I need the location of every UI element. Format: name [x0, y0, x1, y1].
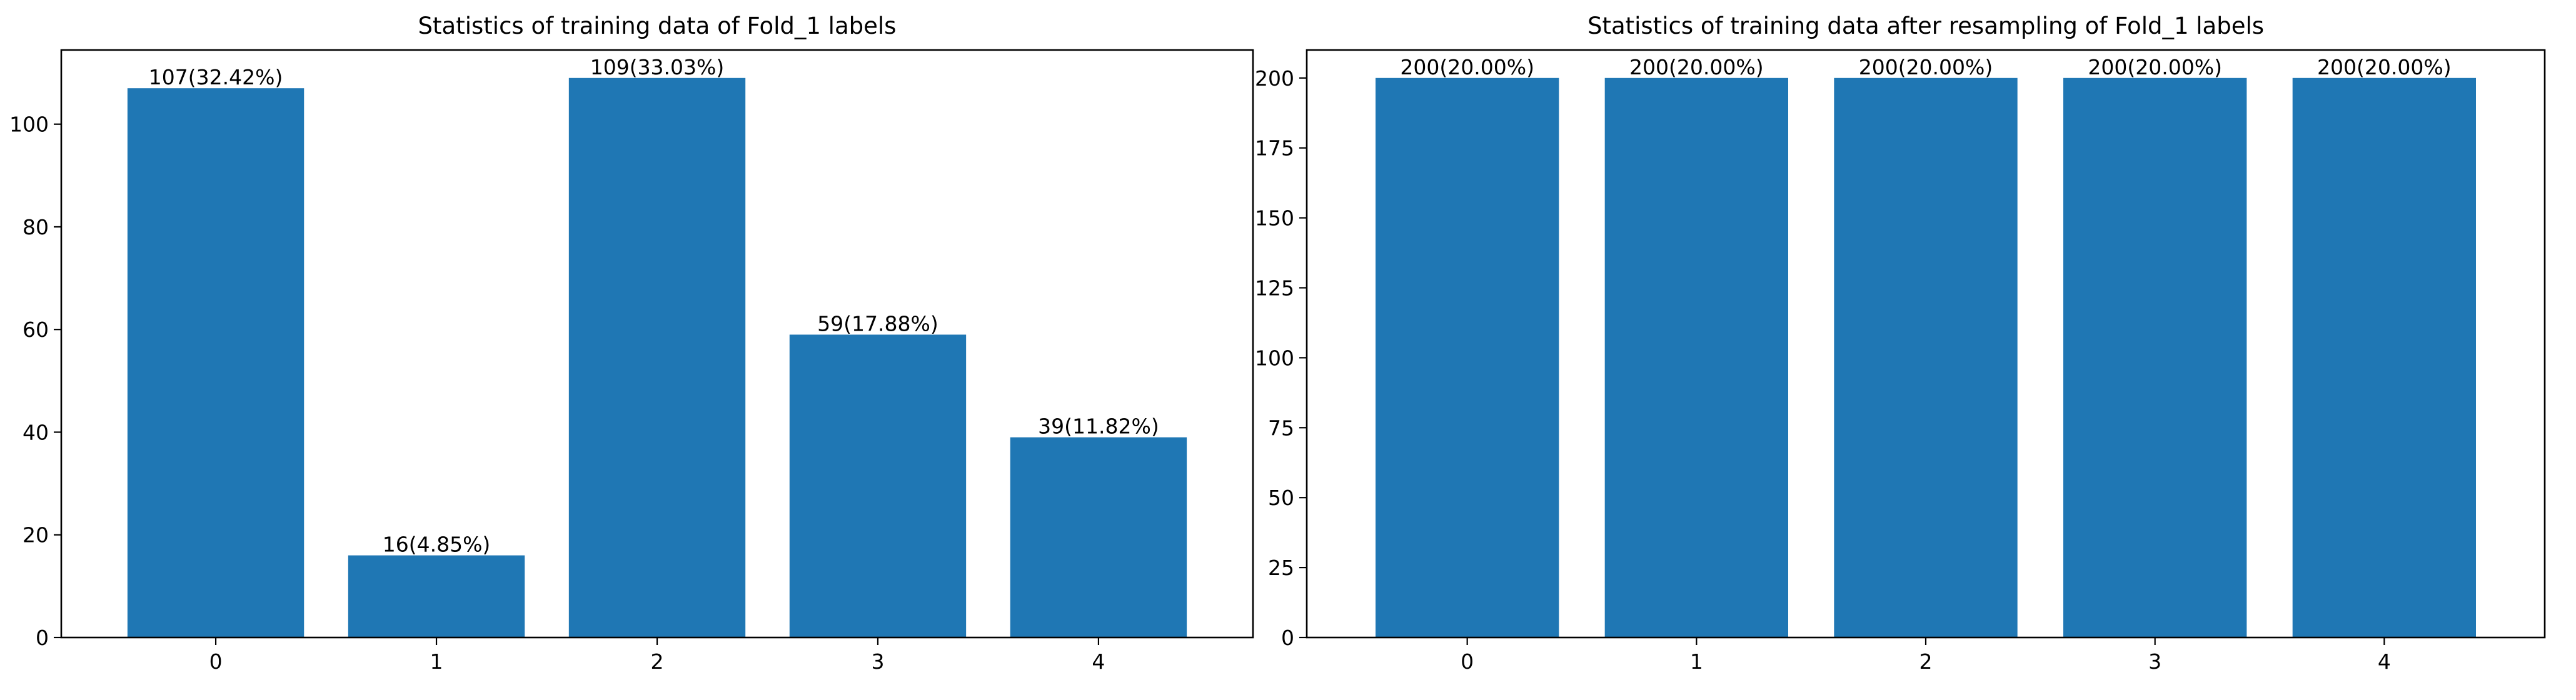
x-axis: 0 1 2 3 4: [1461, 638, 2391, 674]
y-tick-label: 125: [1255, 276, 1294, 300]
bar-1: [348, 555, 525, 638]
plot-frame: [1306, 49, 2546, 639]
x-tick-label: 1: [430, 649, 443, 674]
y-tick-label: 100: [1255, 346, 1294, 370]
y-tick-label: 50: [1268, 486, 1294, 510]
data-label: 200(20.00%): [1629, 55, 1764, 79]
x-tick-label: 4: [1092, 649, 1105, 674]
bar-2: [568, 78, 746, 638]
y-tick-label: 40: [23, 420, 49, 444]
y-tick-label: 0: [1281, 626, 1294, 650]
bar-3: [789, 334, 967, 638]
data-label: 59(17.88%): [817, 311, 938, 336]
data-labels-group: 107(32.42%) 16(4.85%) 109(33.03%) 59(17.88%…: [149, 55, 1159, 557]
data-label: 39(11.82%): [1038, 414, 1159, 439]
x-tick-label: 3: [871, 649, 884, 674]
x-tick-label: 2: [651, 649, 664, 674]
data-label: 200(20.00%): [1400, 55, 1534, 79]
chart-title: Statistics of training data of Fold_1 la…: [418, 12, 897, 39]
x-tick-label: 2: [1919, 649, 1933, 674]
chart-title: Statistics of training data after resamp…: [1587, 12, 2264, 39]
bar-1: [1604, 78, 1788, 638]
y-tick-label: 175: [1255, 136, 1294, 161]
y-tick-label: 60: [23, 318, 49, 342]
bar-4: [2292, 78, 2476, 638]
x-tick-label: 1: [1690, 649, 1703, 674]
bar-3: [2063, 78, 2247, 638]
data-label: 107(32.42%): [149, 65, 283, 89]
bar-2: [1834, 78, 2018, 638]
y-tick-label: 100: [9, 112, 49, 137]
y-tick-label: 75: [1268, 416, 1294, 440]
x-tick-label: 4: [2378, 649, 2391, 674]
y-axis: 0 25 50 75 100 125 150 175 200: [1255, 66, 1307, 650]
y-tick-label: 200: [1255, 66, 1294, 91]
right-chart: Statistics of training data after resamp…: [1255, 12, 2546, 674]
data-label: 200(20.00%): [2088, 55, 2222, 79]
y-tick-label: 0: [36, 626, 49, 650]
left-chart: Statistics of training data of Fold_1 la…: [9, 12, 1254, 674]
y-tick-label: 25: [1268, 556, 1294, 580]
plot-frame: [60, 49, 1254, 639]
data-label: 109(33.03%): [590, 55, 725, 79]
data-labels-group: 200(20.00%) 200(20.00%) 200(20.00%) 200(20.…: [1400, 55, 2451, 79]
data-label: 200(20.00%): [2317, 55, 2452, 79]
x-tick-label: 0: [1461, 649, 1474, 674]
data-label: 16(4.85%): [383, 532, 491, 557]
y-tick-label: 80: [23, 215, 49, 239]
y-axis: 0 20 40 60 80 100: [9, 112, 61, 650]
data-label: 200(20.00%): [1859, 55, 1993, 79]
bar-0: [127, 88, 304, 638]
y-tick-label: 150: [1255, 206, 1294, 231]
x-axis: 0 1 2 3 4: [209, 638, 1105, 674]
bars-group: [127, 78, 1187, 638]
bar-4: [1010, 437, 1187, 638]
x-tick-label: 3: [2148, 649, 2161, 674]
bars-group: [1376, 78, 2476, 638]
bar-0: [1376, 78, 1559, 638]
x-tick-label: 0: [209, 649, 223, 674]
y-tick-label: 20: [23, 523, 49, 548]
